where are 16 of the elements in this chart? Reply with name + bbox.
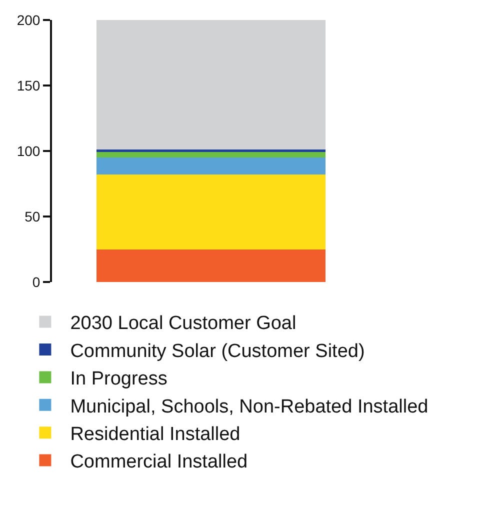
y-tick-label: 150 — [16, 77, 40, 94]
y-tick-label: 0 — [32, 274, 40, 290]
legend-label: Municipal, Schools, Non-Rebated Installed — [70, 396, 428, 418]
bar — [96, 152, 326, 158]
legend-label: Commercial Installed — [70, 452, 248, 473]
bar — [96, 20, 326, 150]
bar — [96, 249, 326, 282]
legend-label: 2030 Local Customer Goal — [70, 313, 296, 334]
y-tick-label: 200 — [16, 12, 40, 28]
y-tick-label: 100 — [16, 142, 40, 159]
bar — [96, 158, 326, 175]
legend-label: Community Solar (Customer Sited) — [70, 340, 365, 362]
bar — [96, 174, 326, 250]
legend-label: Residential Installed — [70, 424, 240, 446]
y-tick-label: 50 — [24, 208, 40, 224]
legend-label: In Progress — [70, 368, 168, 390]
